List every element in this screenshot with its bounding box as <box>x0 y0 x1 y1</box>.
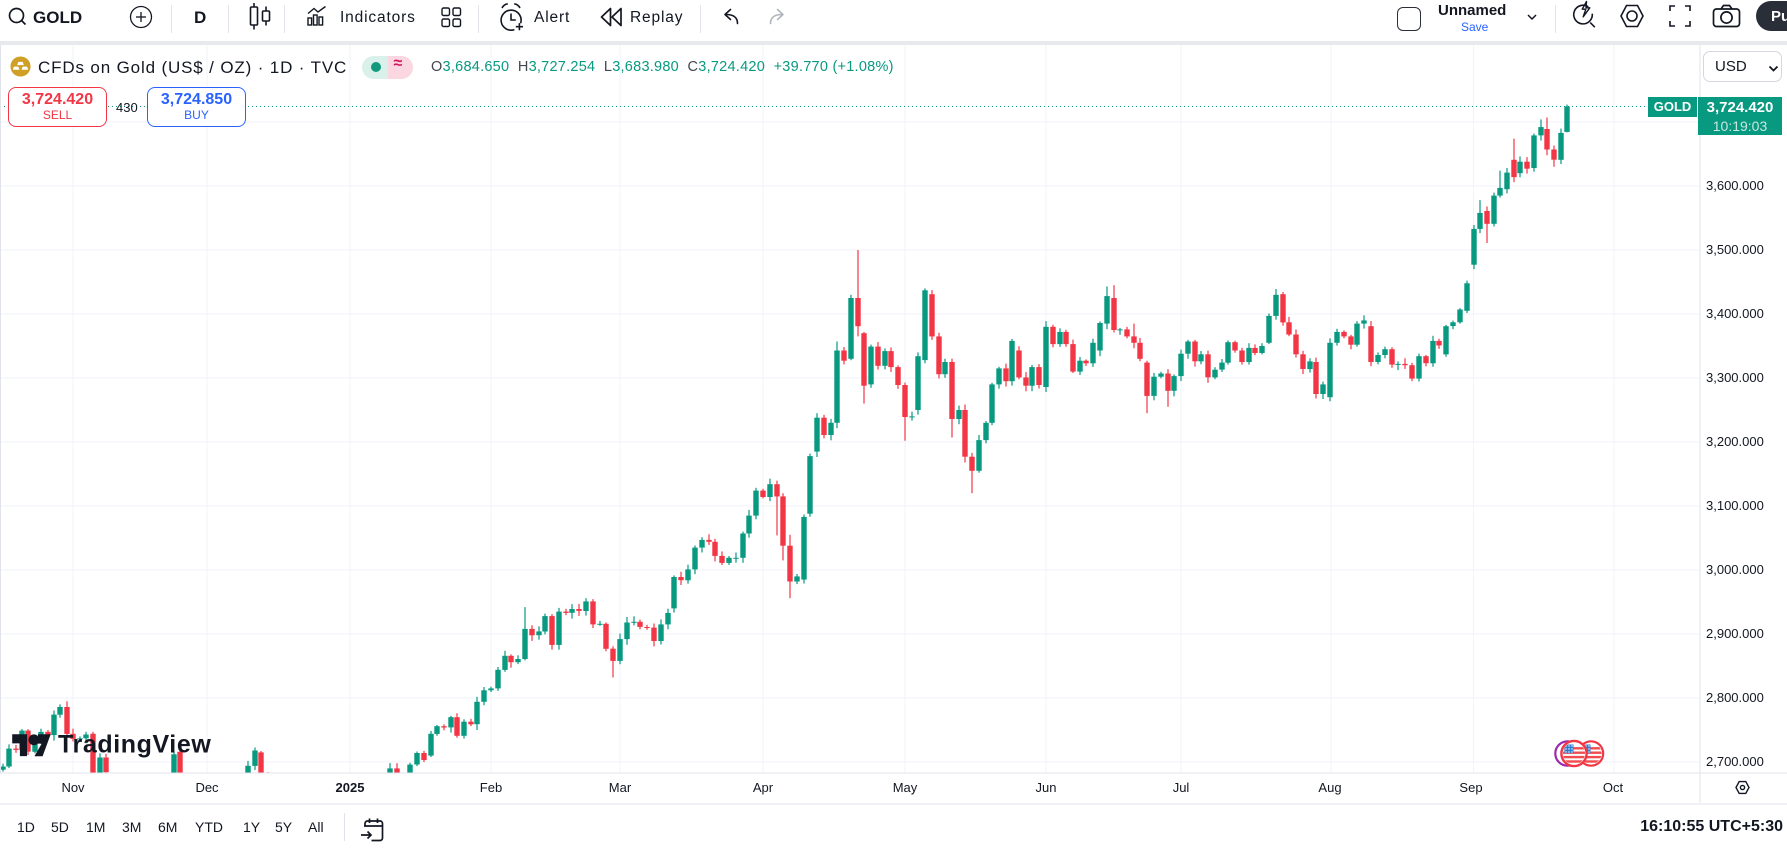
svg-text:TradingView: TradingView <box>58 731 211 759</box>
